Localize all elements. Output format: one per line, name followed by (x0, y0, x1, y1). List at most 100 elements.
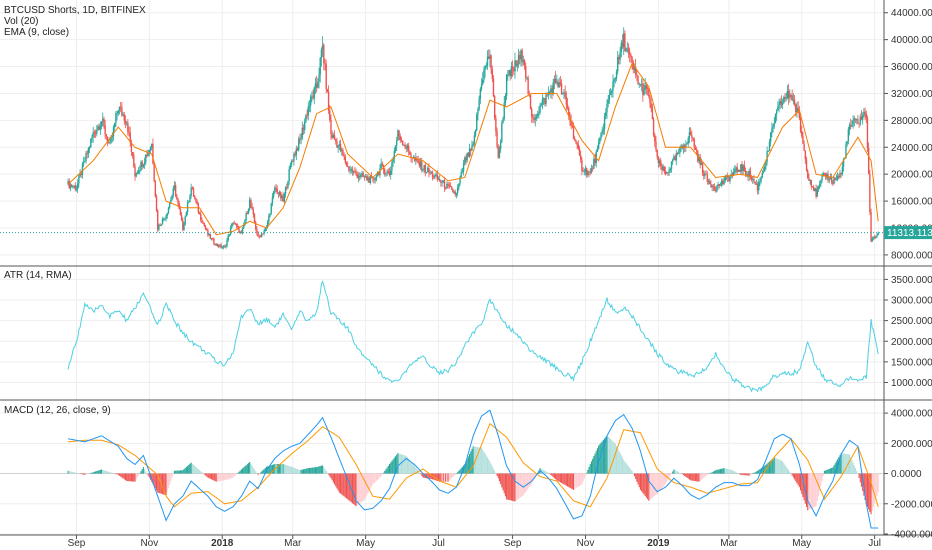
candle-body (84, 161, 86, 163)
candle-body (735, 167, 737, 170)
candle-body (330, 119, 332, 134)
macd-histogram-bar (245, 465, 247, 474)
macd-histogram-bar (73, 472, 75, 474)
candle-body (442, 180, 444, 182)
candle-body (574, 138, 576, 141)
macd-histogram-bar (452, 473, 454, 478)
macd-histogram-bar (543, 470, 545, 474)
macd-histogram-bar (379, 473, 381, 478)
macd-histogram-bar (109, 472, 111, 474)
macd-histogram-bar (387, 465, 389, 474)
macd-histogram-bar (470, 451, 472, 474)
macd-histogram-bar (86, 473, 88, 475)
macd-histogram-bar (719, 468, 722, 474)
candle-body (791, 95, 793, 101)
macd-histogram-bar (777, 458, 779, 474)
macd-histogram-bar (496, 473, 498, 476)
macd-histogram-bar (659, 473, 661, 492)
candle-body (102, 118, 104, 122)
macd-histogram-bar (807, 473, 809, 511)
macd-histogram-bar (815, 473, 817, 507)
y-tick-label: 20000.0000 (891, 170, 932, 181)
macd-histogram-bar (504, 473, 506, 497)
candle-body (362, 173, 364, 177)
candle-body (736, 167, 738, 172)
candle-body (311, 96, 313, 98)
macd-histogram-bar (484, 453, 486, 474)
candle-body (182, 220, 184, 230)
macd-histogram-bar (267, 466, 269, 474)
macd-histogram-bar (596, 448, 598, 474)
macd-histogram-bar (448, 473, 450, 481)
candle-body (456, 187, 459, 193)
macd-histogram-bar (443, 473, 446, 482)
candle-body (832, 181, 834, 184)
candle-body (290, 161, 293, 165)
macd-histogram-bar (465, 461, 467, 474)
macd-histogram-bar (447, 473, 449, 482)
candle-body (303, 121, 306, 130)
macd-histogram-bar (645, 473, 647, 498)
macd-histogram-bar (724, 468, 726, 474)
candle-body (246, 213, 249, 215)
candle-body (845, 144, 847, 159)
macd-histogram-bar (533, 473, 535, 480)
macd-histogram-bar (336, 473, 338, 489)
macd-histogram-bar (147, 473, 149, 476)
candle-body (135, 173, 137, 177)
candle-body (69, 184, 72, 189)
macd-histogram-bar (415, 467, 417, 474)
x-tick-label: May (356, 538, 375, 549)
macd-histogram-bar (814, 473, 816, 507)
macd-histogram-bar (785, 466, 787, 474)
candle-body (85, 152, 87, 162)
macd-histogram-bar (497, 473, 499, 479)
macd-histogram-bar (405, 455, 407, 474)
macd-histogram-bar (485, 455, 487, 474)
macd-histogram-bar (67, 470, 69, 474)
macd-histogram-bar (735, 472, 737, 474)
candle-body (615, 71, 618, 79)
macd-histogram-bar (509, 473, 511, 501)
macd-histogram-bar (523, 473, 526, 494)
macd-histogram-bar (865, 473, 867, 505)
macd-histogram-bar (239, 470, 241, 474)
macd-histogram-bar (567, 473, 569, 487)
candle-body (748, 170, 750, 177)
candle-body (380, 163, 382, 169)
candle-body (720, 180, 723, 185)
macd-histogram-bar (338, 473, 340, 493)
macd-histogram-bar (429, 473, 431, 479)
macd-histogram-bar (856, 470, 858, 474)
candle-body (313, 87, 315, 99)
x-tick-label: Nov (577, 538, 595, 549)
candle-body (853, 118, 856, 121)
candle-body (830, 176, 833, 182)
candle-body (96, 129, 98, 134)
macd-histogram-bar (476, 446, 478, 474)
macd-histogram-bar (242, 468, 244, 474)
macd-histogram-bar (843, 453, 845, 474)
macd-histogram-bar (103, 470, 105, 474)
macd-histogram-bar (368, 473, 370, 492)
candle-body (836, 175, 839, 179)
macd-histogram-bar (796, 473, 798, 484)
candle-body (639, 83, 642, 85)
macd-histogram-bar (400, 454, 403, 474)
macd-histogram-bar (289, 466, 291, 474)
candle-body (846, 141, 848, 145)
macd-histogram-bar (731, 470, 733, 474)
macd-histogram-bar (741, 473, 743, 476)
macd-histogram-bar (409, 459, 411, 474)
macd-histogram-bar (277, 464, 279, 474)
macd-histogram-bar (138, 473, 140, 476)
candle-body (139, 170, 141, 172)
candle-body (618, 56, 620, 60)
macd-histogram-bar (593, 456, 595, 474)
candle-body (581, 159, 583, 172)
candle-body (299, 138, 301, 140)
candle-body (795, 104, 797, 113)
macd-histogram-bar (251, 465, 253, 474)
candle-body (723, 180, 725, 184)
candle-body (529, 95, 532, 109)
